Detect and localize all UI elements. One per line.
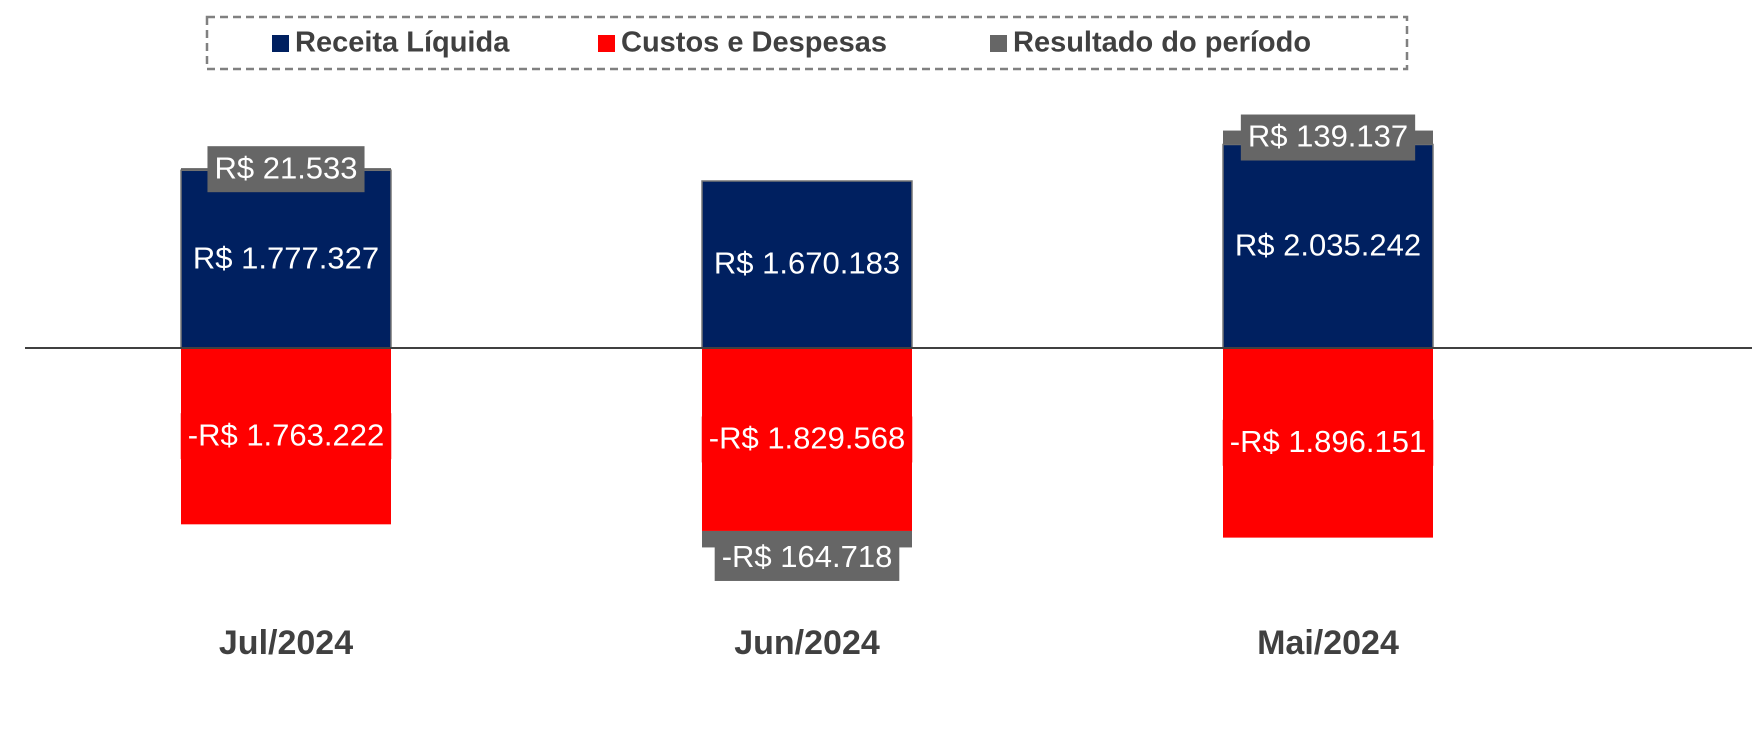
data-label-box <box>714 534 900 581</box>
legend: Receita Líquida Custos e Despesas Resultad… <box>272 27 1311 59</box>
legend-label: Resultado do período <box>1013 27 1311 59</box>
data-label-box <box>1240 114 1416 161</box>
data-label-box <box>185 236 387 283</box>
data-label: -R$ 1.763.222 <box>188 417 384 452</box>
plot <box>180 130 1434 548</box>
data-label-box <box>706 241 908 288</box>
data-label-box <box>180 413 392 460</box>
legend-frame <box>205 15 1409 71</box>
data-label: -R$ 1.896.151 <box>1230 424 1426 459</box>
data-labels: R$ 1.777.327 -R$ 1.763.222 R$ 21.533 R$ 1.6… <box>180 114 1434 581</box>
legend-swatch <box>272 35 289 52</box>
legend-label: Receita Líquida <box>295 27 510 59</box>
legend-swatch <box>598 35 615 52</box>
data-label: R$ 1.777.327 <box>193 240 379 275</box>
data-label-box <box>701 416 913 463</box>
data-label: -R$ 164.718 <box>722 539 893 574</box>
x-tick-label: Jun/2024 <box>734 624 880 662</box>
data-label-box <box>1222 419 1434 466</box>
data-label: R$ 139.137 <box>1248 119 1408 154</box>
data-label: R$ 2.035.242 <box>1235 227 1421 262</box>
data-label: R$ 21.533 <box>214 150 357 185</box>
x-tick-label: Mai/2024 <box>1257 624 1399 662</box>
legend-label: Custos e Despesas <box>621 27 887 59</box>
data-label-box <box>1227 223 1429 270</box>
legend-swatch <box>990 35 1007 52</box>
data-label-box <box>207 146 365 193</box>
data-label: R$ 1.670.183 <box>714 246 900 281</box>
x-tick-label: Jul/2024 <box>219 624 353 662</box>
data-label: -R$ 1.829.568 <box>709 421 905 456</box>
